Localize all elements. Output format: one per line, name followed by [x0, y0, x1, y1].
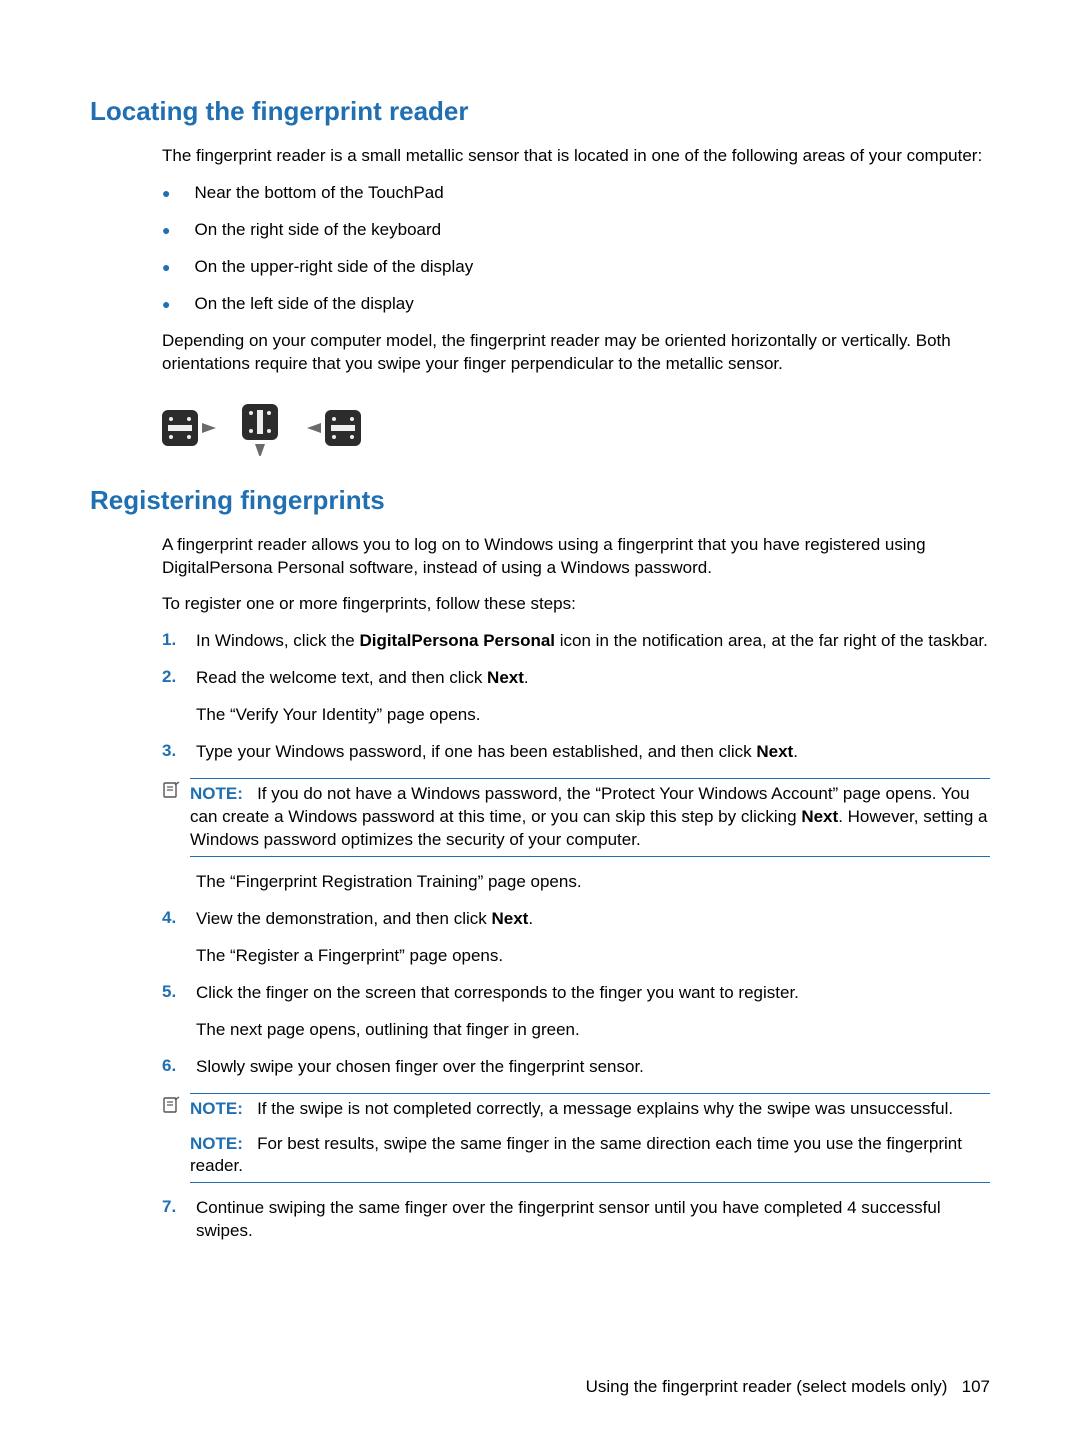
fingerprint-orientation-diagram	[162, 400, 392, 456]
bullet-item: ● On the right side of the keyboard	[162, 219, 990, 242]
step-5: 5. Click the finger on the screen that c…	[162, 982, 990, 1042]
note-label: NOTE:	[190, 1099, 243, 1118]
section2-intro2: To register one or more fingerprints, fo…	[162, 593, 990, 616]
bullet-icon: ●	[162, 185, 170, 201]
bullet-item: ● Near the bottom of the TouchPad	[162, 182, 990, 205]
step-text-post: .	[528, 909, 533, 928]
section1-body: The fingerprint reader is a small metall…	[162, 145, 990, 485]
note-text: If the swipe is not completed correctly,…	[257, 1099, 953, 1118]
bullet-icon: ●	[162, 296, 170, 312]
section2-body: A fingerprint reader allows you to log o…	[162, 534, 990, 1244]
note-icon	[162, 781, 184, 804]
step-text-pre: Type your Windows password, if one has b…	[196, 742, 756, 761]
step-number: 4.	[162, 908, 196, 928]
step-content: Slowly swipe your chosen finger over the…	[196, 1056, 990, 1079]
step-number: 6.	[162, 1056, 196, 1076]
step-content: Type your Windows password, if one has b…	[196, 741, 990, 764]
bullet-text: On the upper-right side of the display	[194, 256, 473, 279]
bullet-item: ● On the upper-right side of the display	[162, 256, 990, 279]
note-body: NOTE: If the swipe is not completed corr…	[190, 1093, 990, 1184]
step-text-post: .	[793, 742, 798, 761]
note-text: For best results, swipe the same finger …	[190, 1134, 962, 1176]
step-number: 2.	[162, 667, 196, 687]
step-text-pre: In Windows, click the	[196, 631, 359, 650]
section1-after: Depending on your computer model, the fi…	[162, 330, 990, 376]
note-body: NOTE: If you do not have a Windows passw…	[190, 778, 990, 857]
step-content: Click the finger on the screen that corr…	[196, 982, 990, 1042]
step-text-bold: DigitalPersona Personal	[359, 631, 555, 650]
step-text-post: .	[524, 668, 529, 687]
step-content: In Windows, click the DigitalPersona Per…	[196, 630, 990, 653]
page-number: 107	[962, 1377, 990, 1396]
step-sub: The “Register a Fingerprint” page opens.	[196, 945, 990, 968]
step-text: Click the finger on the screen that corr…	[196, 983, 799, 1002]
step-sub: The “Verify Your Identity” page opens.	[196, 704, 990, 727]
step-text-bold: Next	[756, 742, 793, 761]
bullet-item: ● On the left side of the display	[162, 293, 990, 316]
bullet-icon: ●	[162, 222, 170, 238]
step-2: 2. Read the welcome text, and then click…	[162, 667, 990, 727]
note-label: NOTE:	[190, 784, 243, 803]
note-entry: NOTE: For best results, swipe the same f…	[190, 1133, 990, 1179]
bullet-list: ● Near the bottom of the TouchPad ● On t…	[162, 182, 990, 316]
bullet-text: Near the bottom of the TouchPad	[194, 182, 443, 205]
note-label: NOTE:	[190, 1134, 243, 1153]
step-number: 5.	[162, 982, 196, 1002]
step-3: 3. Type your Windows password, if one ha…	[162, 741, 990, 764]
footer-text: Using the fingerprint reader (select mod…	[586, 1377, 948, 1396]
note-block: NOTE: If you do not have a Windows passw…	[162, 778, 990, 857]
bullet-text: On the right side of the keyboard	[194, 219, 441, 242]
page-footer: Using the fingerprint reader (select mod…	[586, 1377, 990, 1397]
step-4: 4. View the demonstration, and then clic…	[162, 908, 990, 968]
document-page: Locating the fingerprint reader The fing…	[0, 0, 1080, 1297]
step-1: 1. In Windows, click the DigitalPersona …	[162, 630, 990, 653]
step-sub: The next page opens, outlining that fing…	[196, 1019, 990, 1042]
step-text: Continue swiping the same finger over th…	[196, 1198, 941, 1240]
step-number: 1.	[162, 630, 196, 650]
section2-intro1: A fingerprint reader allows you to log o…	[162, 534, 990, 580]
step-content: Continue swiping the same finger over th…	[196, 1197, 990, 1243]
step-content: Read the welcome text, and then click Ne…	[196, 667, 990, 727]
bullet-icon: ●	[162, 259, 170, 275]
step-number: 7.	[162, 1197, 196, 1217]
bullet-text: On the left side of the display	[194, 293, 413, 316]
step-text-pre: View the demonstration, and then click	[196, 909, 491, 928]
section1-intro: The fingerprint reader is a small metall…	[162, 145, 990, 168]
note-entry: NOTE: If the swipe is not completed corr…	[190, 1098, 990, 1121]
note-text-bold: Next	[801, 807, 838, 826]
heading-registering: Registering fingerprints	[90, 485, 990, 516]
note-icon	[162, 1096, 184, 1119]
heading-locating: Locating the fingerprint reader	[90, 96, 990, 127]
step-6: 6. Slowly swipe your chosen finger over …	[162, 1056, 990, 1079]
step-text-pre: Read the welcome text, and then click	[196, 668, 487, 687]
step-text: Slowly swipe your chosen finger over the…	[196, 1057, 644, 1076]
step-content: View the demonstration, and then click N…	[196, 908, 990, 968]
step-text-post: icon in the notification area, at the fa…	[555, 631, 988, 650]
step-number: 3.	[162, 741, 196, 761]
step-7: 7. Continue swiping the same finger over…	[162, 1197, 990, 1243]
after-note1: The “Fingerprint Registration Training” …	[196, 871, 990, 894]
step-text-bold: Next	[487, 668, 524, 687]
step-text-bold: Next	[491, 909, 528, 928]
note-block: NOTE: If the swipe is not completed corr…	[162, 1093, 990, 1184]
